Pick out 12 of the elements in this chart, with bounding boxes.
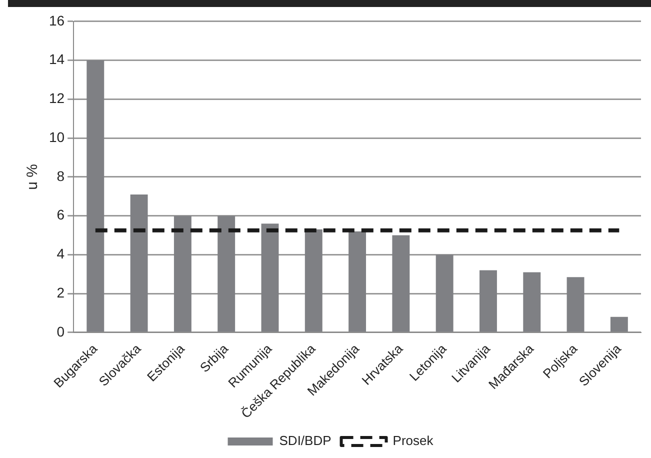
y-axis-title: u % [24, 164, 42, 190]
y-tick-label: 0 [56, 323, 65, 340]
y-tick-label: 16 [48, 12, 65, 28]
legend-label: Prosek [392, 433, 434, 448]
y-tick-label: 6 [56, 206, 65, 223]
y-tick-label: 12 [48, 90, 65, 106]
y-tick-label: 8 [56, 168, 65, 184]
legend-label: SDI/BDP [279, 433, 332, 448]
y-tick-label: 10 [48, 128, 65, 145]
y-tick-label: 4 [56, 246, 65, 262]
y-tick-label: 14 [48, 51, 65, 68]
y-tick-label: 2 [56, 284, 65, 300]
